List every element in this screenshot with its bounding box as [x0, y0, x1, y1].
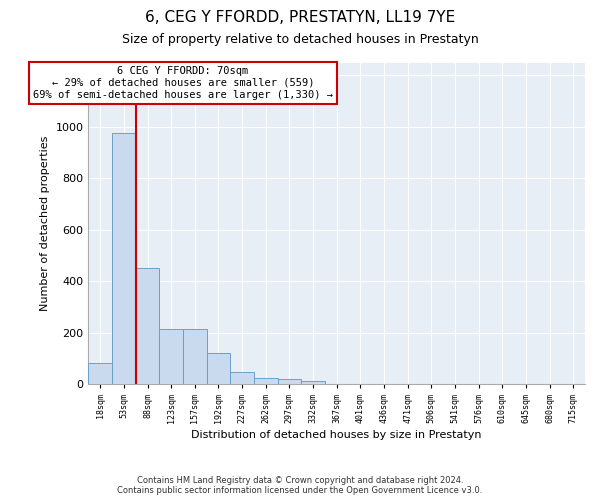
- Text: Size of property relative to detached houses in Prestatyn: Size of property relative to detached ho…: [122, 32, 478, 46]
- Bar: [136, 268, 160, 384]
- Y-axis label: Number of detached properties: Number of detached properties: [40, 136, 50, 311]
- Text: 6 CEG Y FFORDD: 70sqm
← 29% of detached houses are smaller (559)
69% of semi-det: 6 CEG Y FFORDD: 70sqm ← 29% of detached …: [33, 66, 333, 100]
- Bar: [88, 364, 112, 384]
- Bar: [254, 378, 278, 384]
- Bar: [230, 372, 254, 384]
- Bar: [160, 328, 183, 384]
- Bar: [301, 381, 325, 384]
- Bar: [278, 379, 301, 384]
- Text: 6, CEG Y FFORDD, PRESTATYN, LL19 7YE: 6, CEG Y FFORDD, PRESTATYN, LL19 7YE: [145, 10, 455, 25]
- Text: Contains HM Land Registry data © Crown copyright and database right 2024.
Contai: Contains HM Land Registry data © Crown c…: [118, 476, 482, 495]
- X-axis label: Distribution of detached houses by size in Prestatyn: Distribution of detached houses by size …: [191, 430, 482, 440]
- Bar: [183, 328, 206, 384]
- Bar: [112, 133, 136, 384]
- Bar: [206, 353, 230, 384]
